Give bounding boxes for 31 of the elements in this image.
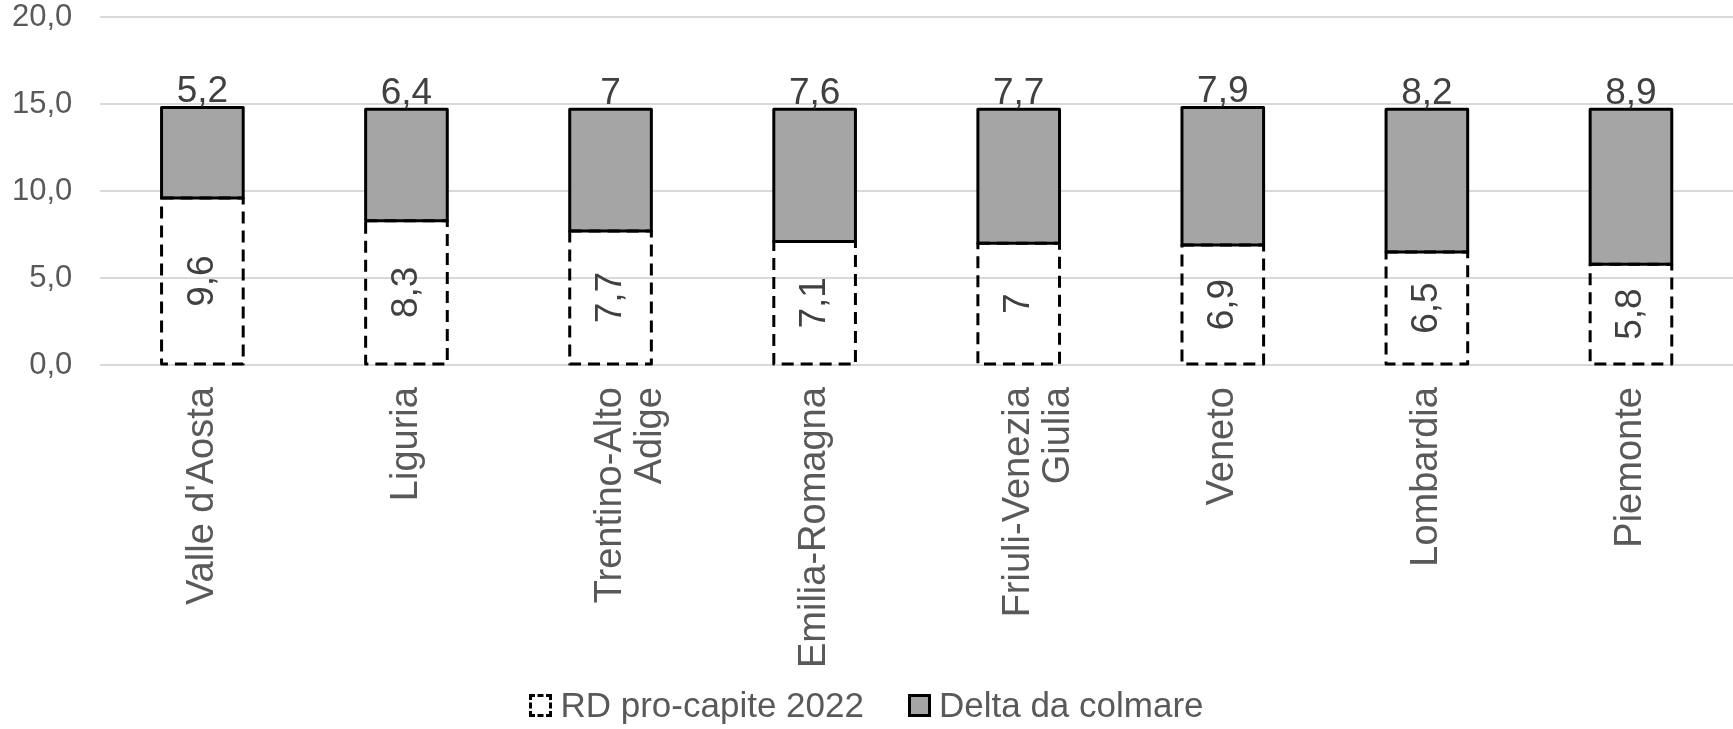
x-tick-label: Friuli-Venezia Giulia	[995, 386, 1078, 618]
data-label: 7	[995, 293, 1037, 314]
x-tick-label: Emilia-Romagna	[791, 386, 834, 669]
data-label: 8,9	[1605, 70, 1657, 112]
data-label: 9,6	[179, 255, 221, 307]
y-tick-label: 15,0	[11, 84, 73, 120]
data-label: 6,5	[1404, 282, 1446, 334]
x-tick-label: Liguria	[382, 386, 425, 502]
legend-label: RD pro-capite 2022	[560, 685, 864, 725]
x-tick-label: Valle d'Aosta	[178, 386, 221, 605]
y-tick-label: 0,0	[29, 345, 73, 381]
data-label: 7,1	[791, 277, 833, 329]
data-label: 5,8	[1608, 288, 1650, 340]
data-label: 7	[600, 70, 621, 112]
data-label: 7,7	[587, 271, 629, 324]
y-tick-label: 5,0	[29, 258, 73, 294]
x-tick-label: Piemonte	[1607, 387, 1650, 548]
y-tick-label: 10,0	[11, 171, 73, 207]
x-tick-label: Trentino-Alto Adige	[587, 387, 669, 604]
data-label: 8,3	[383, 266, 425, 319]
data-label: 7,6	[788, 70, 841, 112]
legend-label: Delta da colmare	[938, 685, 1204, 725]
data-label: 7,9	[1197, 69, 1249, 111]
data-label: 7,7	[992, 70, 1045, 112]
data-label: 8,2	[1401, 70, 1453, 112]
x-tick-label: Veneto	[1199, 387, 1242, 506]
y-tick-label: 20,0	[11, 0, 73, 33]
data-label: 6,9	[1200, 278, 1241, 331]
data-label: 6,4	[380, 70, 433, 112]
data-label: 5,2	[176, 69, 229, 111]
x-tick-label: Lombardia	[1403, 386, 1446, 567]
